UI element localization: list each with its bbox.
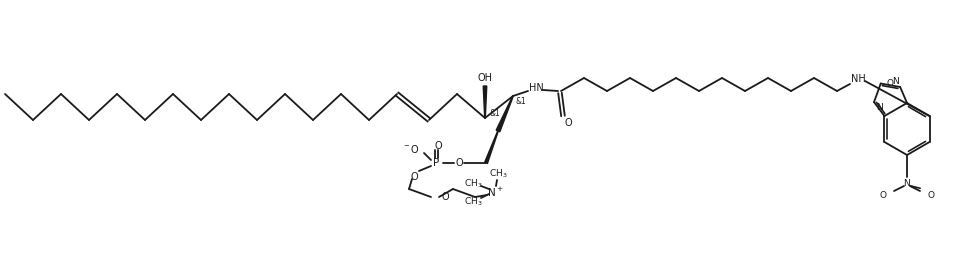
Text: N$^+$: N$^+$	[487, 185, 503, 199]
Text: P: P	[433, 158, 439, 168]
Text: N: N	[903, 178, 910, 188]
Text: O: O	[434, 141, 442, 151]
Text: O: O	[455, 158, 463, 168]
Polygon shape	[496, 96, 513, 132]
Text: O: O	[880, 190, 886, 199]
Text: OH: OH	[477, 73, 492, 83]
Polygon shape	[485, 131, 498, 163]
Text: CH$_3$: CH$_3$	[464, 178, 483, 190]
Text: $^-$O: $^-$O	[402, 143, 420, 155]
Text: O: O	[410, 172, 418, 182]
Polygon shape	[483, 86, 487, 118]
Text: &1: &1	[515, 96, 527, 106]
Text: NH: NH	[851, 74, 865, 84]
Text: N: N	[892, 78, 899, 86]
Text: &1: &1	[489, 110, 500, 118]
Text: O: O	[564, 118, 572, 128]
Text: CH$_3$: CH$_3$	[489, 168, 508, 180]
Text: N: N	[876, 103, 882, 112]
Text: O: O	[441, 192, 448, 202]
Text: CH$_3$: CH$_3$	[464, 196, 483, 208]
Text: HN: HN	[529, 83, 543, 93]
Text: O: O	[927, 190, 935, 199]
Text: O: O	[886, 79, 893, 88]
